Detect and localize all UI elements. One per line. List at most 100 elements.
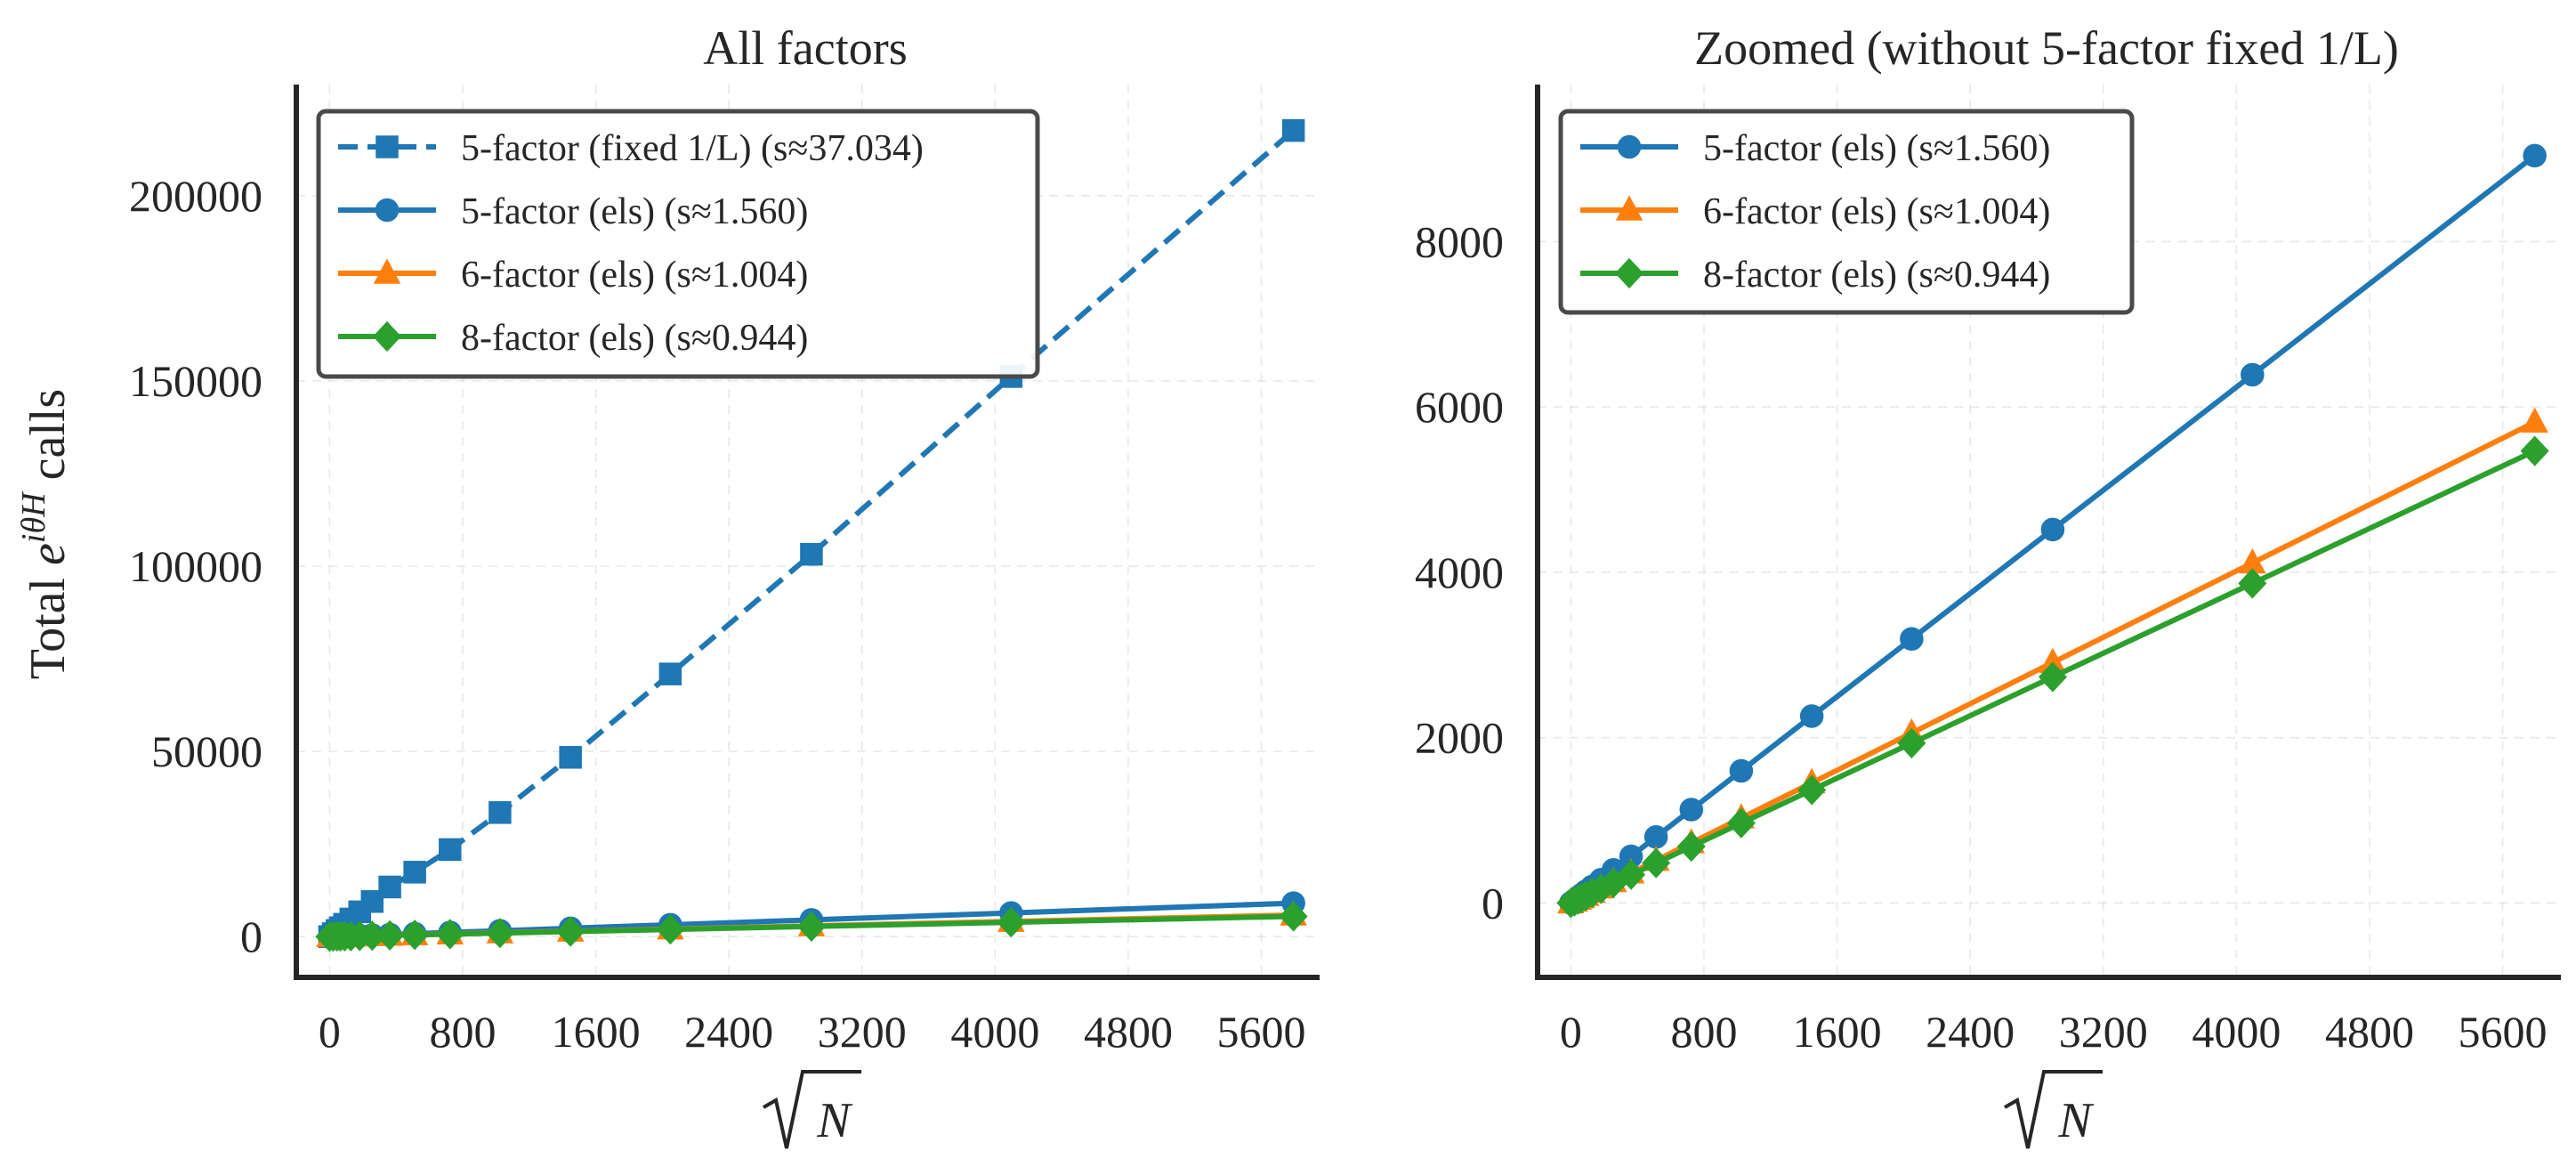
legend: 5-factor (fixed 1/L) (s≈37.034) 5-factor … <box>316 109 1040 379</box>
legend-frame <box>1558 109 2135 315</box>
x-tick-label: 4800 <box>2325 1007 2414 1057</box>
data-point <box>1676 831 1706 863</box>
y-tick-label: 6000 <box>1415 382 1504 432</box>
data-point <box>2520 435 2549 466</box>
series-layer <box>1556 143 2549 919</box>
x-tick-label: 1600 <box>552 1007 641 1057</box>
data-point <box>403 861 426 884</box>
data-point <box>2238 568 2267 599</box>
y-tick-label: 0 <box>240 912 262 961</box>
data-point <box>1797 774 1827 806</box>
x-tick-label: 4000 <box>950 1007 1039 1057</box>
legend: 5-factor (els) (s≈1.560) 6-factor (els) (… <box>1558 109 2135 315</box>
legend-label: 6-factor (els) (s≈1.004) <box>1703 191 2050 232</box>
legend-marker <box>375 135 399 158</box>
legend-entry: 5-factor (fixed 1/L) (s≈37.034) <box>338 128 924 169</box>
y-tick-label: 100000 <box>129 541 262 591</box>
sqrt-symbol-icon <box>763 1070 861 1149</box>
x-tick-label: 2400 <box>1926 1007 2015 1057</box>
data-point <box>1799 704 1824 728</box>
y-tick-label: 150000 <box>129 356 262 406</box>
data-point <box>1679 798 1704 822</box>
legend-marker <box>372 320 402 352</box>
y-tick-label: 200000 <box>129 171 262 221</box>
data-point <box>2038 661 2067 693</box>
data-point <box>556 916 585 947</box>
y-tick-label: 50000 <box>151 726 262 776</box>
x-tick-label: 800 <box>429 1007 496 1057</box>
legend-entry: 6-factor (els) (s≈1.004) <box>1580 191 2050 232</box>
data-point <box>375 920 405 951</box>
data-point <box>1729 758 1754 783</box>
x-tick-label: 0 <box>319 1007 341 1057</box>
y-tick-label: 0 <box>1482 878 1504 928</box>
legend-marker <box>1617 134 1642 159</box>
series-8-factor-els-s-0-944 <box>315 901 1308 952</box>
chart-zoomed: Zoomed (without 5-factor fixed 1/L) 0 800… <box>1415 21 2561 1149</box>
data-point <box>1279 901 1308 932</box>
legend-entry: 6-factor (els) (s≈1.004) <box>338 255 808 296</box>
series-8-factor-els-s-0-944 <box>1556 435 2549 919</box>
data-point <box>2523 143 2547 168</box>
legend-entry: 8-factor (els) (s≈0.944) <box>1580 255 2050 296</box>
legend-label: 5-factor (fixed 1/L) (s≈37.034) <box>461 128 924 169</box>
legend-label: 8-factor (els) (s≈0.944) <box>461 318 808 359</box>
data-point <box>485 918 514 949</box>
data-point <box>1617 859 1646 890</box>
legend-frame <box>316 109 1040 379</box>
x-ticks: 0 800 1600 2400 3200 4000 4800 5600 <box>1560 1007 2548 1057</box>
x-ticks: 0 800 1600 2400 3200 4000 4800 5600 <box>319 1007 1306 1057</box>
chart-title: Zoomed (without 5-factor fixed 1/L) <box>1694 21 2399 75</box>
data-point <box>559 746 582 769</box>
legend-marker <box>375 198 400 223</box>
data-point <box>2040 517 2065 542</box>
y-tick-label: 4000 <box>1415 547 1504 597</box>
x-tick-label: 1600 <box>1793 1007 1882 1057</box>
x-tick-label: 5600 <box>1217 1007 1306 1057</box>
data-point <box>1643 824 1668 849</box>
data-point <box>656 914 685 945</box>
x-tick-label: 5600 <box>2459 1007 2548 1057</box>
series-layer <box>315 118 1308 952</box>
data-point <box>400 920 430 951</box>
data-point <box>1642 847 1671 879</box>
data-point <box>378 875 401 899</box>
data-point <box>1281 118 1305 142</box>
y-tick-label: 2000 <box>1415 713 1504 763</box>
data-point <box>997 907 1026 938</box>
legend-entry: 5-factor (els) (s≈1.560) <box>338 191 808 232</box>
x-axis-label: N <box>763 1070 861 1149</box>
y-tick-label: 8000 <box>1415 216 1504 266</box>
data-point <box>439 838 462 862</box>
data-point <box>2241 362 2265 387</box>
y-axis-label: Total eiθH calls <box>15 389 76 679</box>
x-tick-label: 4000 <box>2192 1007 2281 1057</box>
chart-all-factors: All factors 0 800 1600 2400 3200 4000 4800 5600… <box>15 21 1320 1149</box>
legend-entry: 5-factor (els) (s≈1.560) <box>1580 128 2050 169</box>
x-tick-label: 2400 <box>684 1007 773 1057</box>
x-tick-label: 0 <box>1560 1007 1582 1057</box>
legend-marker <box>373 258 401 284</box>
x-tick-label: 4800 <box>1084 1007 1173 1057</box>
x-axis-label-text: N <box>816 1093 852 1148</box>
data-point <box>1726 807 1756 839</box>
legend-label: 5-factor (els) (s≈1.560) <box>461 191 808 232</box>
y-ticks: 0 50000 100000 150000 200000 <box>129 171 262 961</box>
legend-entry: 8-factor (els) (s≈0.944) <box>338 318 808 359</box>
x-tick-label: 3200 <box>818 1007 907 1057</box>
chart-title: All factors <box>703 21 907 75</box>
data-point <box>1897 727 1926 758</box>
data-point <box>800 542 823 566</box>
x-axis-label-text: N <box>2057 1093 2094 1148</box>
legend-label: 5-factor (els) (s≈1.560) <box>1703 128 2050 169</box>
data-point <box>489 801 512 824</box>
data-point <box>2521 407 2548 434</box>
data-point <box>1900 627 1924 651</box>
sqrt-symbol-icon <box>2004 1070 2103 1149</box>
legend-marker <box>1614 257 1644 289</box>
data-point <box>435 919 464 950</box>
legend-label: 8-factor (els) (s≈0.944) <box>1703 255 2050 296</box>
legend-label: 6-factor (els) (s≈1.004) <box>461 255 808 296</box>
data-point <box>796 911 826 942</box>
